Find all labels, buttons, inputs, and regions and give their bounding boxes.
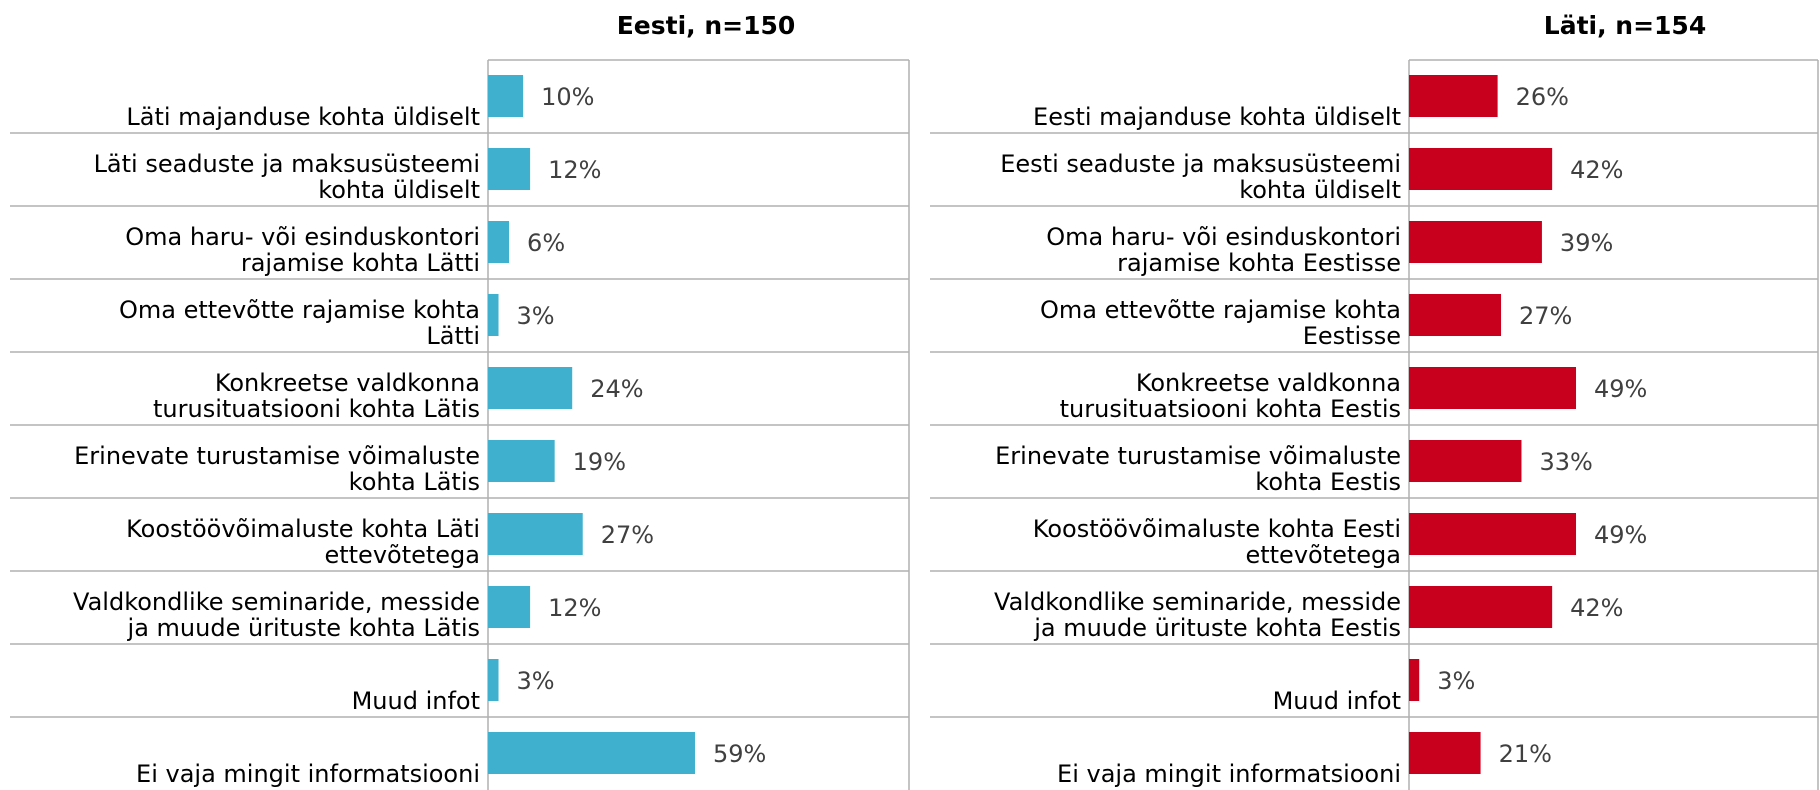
value-label: 3% [1437, 667, 1475, 695]
category-label: rajamise kohta Lätti [241, 249, 480, 277]
value-label: 39% [1560, 229, 1613, 257]
bar [1409, 586, 1553, 628]
value-label: 33% [1539, 448, 1592, 476]
category-label: Ei vaja mingit informatsiooni [136, 760, 480, 788]
value-label: 3% [517, 302, 555, 330]
category-label: ettevõtetega [324, 541, 480, 569]
category-label: Eesti seaduste ja maksusüsteemi [1000, 150, 1401, 178]
bar [1409, 659, 1420, 701]
bar [488, 513, 583, 555]
category-label: Muud infot [352, 687, 480, 715]
category-label: Ei vaja mingit informatsiooni [1057, 760, 1401, 788]
category-label: turusituatsiooni kohta Lätis [153, 395, 480, 423]
bar [1409, 148, 1553, 190]
category-label: kohta Lätis [349, 468, 480, 496]
bar [1409, 367, 1577, 409]
value-label: 12% [548, 156, 601, 184]
value-label: 27% [601, 521, 654, 549]
category-label: Konkreetse valdkonna [215, 369, 480, 397]
value-label: 6% [527, 229, 565, 257]
chart-title: Eesti, n=150 [617, 11, 796, 40]
value-label: 49% [1594, 375, 1647, 403]
category-label: Muud infot [1273, 687, 1401, 715]
category-label: Läti majanduse kohta üldiselt [126, 103, 480, 131]
bar [1409, 294, 1502, 336]
category-label: Valdkondlike seminaride, messide [73, 588, 480, 616]
bar [488, 440, 555, 482]
category-label: rajamise kohta Eestisse [1117, 249, 1401, 277]
value-label: 21% [1499, 740, 1552, 768]
value-label: 27% [1519, 302, 1572, 330]
value-label: 49% [1594, 521, 1647, 549]
category-label: kohta üldiselt [318, 176, 480, 204]
category-label: Konkreetse valdkonna [1136, 369, 1401, 397]
category-label: Läti seaduste ja maksusüsteemi [94, 150, 480, 178]
bar [1409, 732, 1481, 774]
bar [1409, 513, 1577, 555]
category-label: kohta üldiselt [1239, 176, 1401, 204]
bar [488, 148, 531, 190]
value-label: 12% [548, 594, 601, 622]
category-label: Oma haru- või esinduskontori [125, 223, 480, 251]
category-label: ettevõtetega [1245, 541, 1401, 569]
bar [488, 367, 573, 409]
bar [488, 221, 510, 263]
category-label: Valdkondlike seminaride, messide [994, 588, 1401, 616]
value-label: 42% [1570, 594, 1623, 622]
value-label: 10% [541, 83, 594, 111]
category-label: Erinevate turustamise võimaluste [74, 442, 480, 470]
category-label: kohta Eestis [1255, 468, 1401, 496]
value-label: 3% [517, 667, 555, 695]
category-label: turusituatsiooni kohta Eestis [1060, 395, 1401, 423]
category-label: Eestisse [1303, 322, 1401, 350]
category-label: ja muude ürituste kohta Lätis [127, 614, 480, 642]
category-label: Erinevate turustamise võimaluste [995, 442, 1401, 470]
value-label: 19% [573, 448, 626, 476]
category-label: Oma ettevõtte rajamise kohta [119, 296, 480, 324]
bar [488, 586, 531, 628]
category-label: Koostöövõimaluste kohta Eesti [1033, 515, 1401, 543]
bar [1409, 75, 1498, 117]
bar [1409, 440, 1522, 482]
value-label: 59% [713, 740, 766, 768]
category-label: Eesti majanduse kohta üldiselt [1033, 103, 1401, 131]
category-label: Lätti [426, 322, 480, 350]
chart-title: Läti, n=154 [1544, 11, 1706, 40]
value-label: 26% [1516, 83, 1569, 111]
category-label: ja muude ürituste kohta Eestis [1033, 614, 1401, 642]
category-label: Oma haru- või esinduskontori [1046, 223, 1401, 251]
bar [488, 75, 524, 117]
category-label: Oma ettevõtte rajamise kohta [1040, 296, 1401, 324]
value-label: 42% [1570, 156, 1623, 184]
category-label: Koostöövõimaluste kohta Läti [126, 515, 480, 543]
value-label: 24% [590, 375, 643, 403]
bar [488, 732, 695, 774]
bar [488, 294, 499, 336]
bar [488, 659, 499, 701]
bar [1409, 221, 1542, 263]
